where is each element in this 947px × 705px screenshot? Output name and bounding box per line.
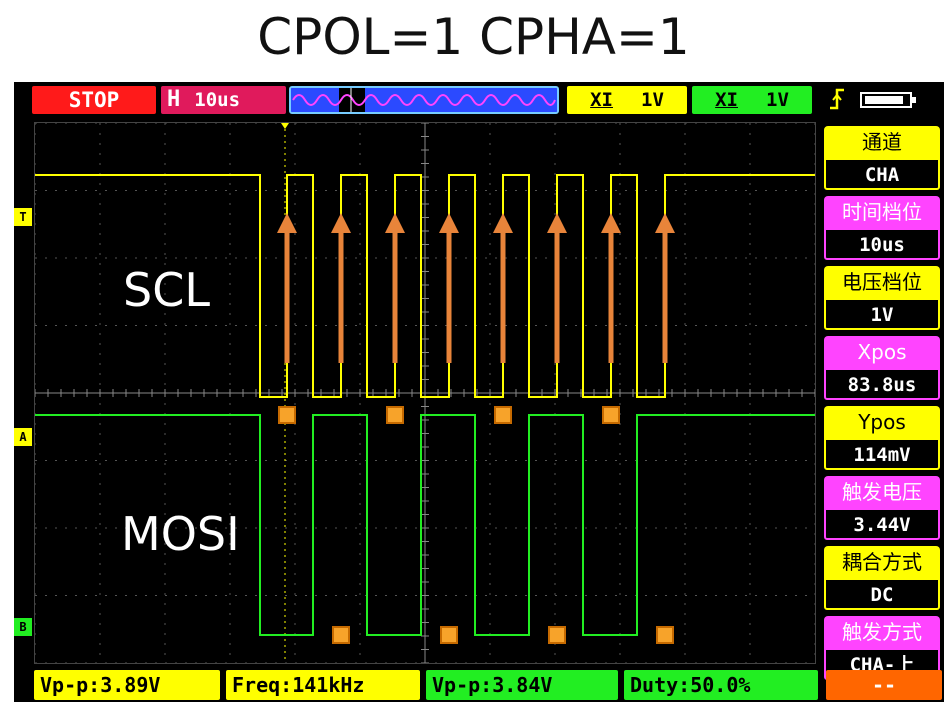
trigger-level-marker[interactable]: T: [14, 208, 32, 226]
timebase-value: 10us: [194, 89, 241, 111]
overview-wave-icon: [291, 88, 557, 112]
side-menu-value[interactable]: 1V: [824, 298, 940, 330]
ch2-vpp-readout: Vp-p:3.84V: [426, 670, 618, 700]
side-menu-label[interactable]: Ypos: [824, 406, 940, 438]
side-menu-value[interactable]: 83.8us: [824, 368, 940, 400]
ch1-scale-indicator[interactable]: XI 1V: [567, 86, 687, 114]
ch2-duty-readout: Duty:50.0%: [624, 670, 818, 700]
side-menu-label[interactable]: 触发方式: [824, 616, 940, 648]
ch1-ground-marker[interactable]: A: [14, 428, 32, 446]
sample-point-marker: [656, 626, 674, 644]
ch2-ground-marker[interactable]: B: [14, 618, 32, 636]
side-menu: 通道 CHA 时间档位 10us 电压档位 1V Xpos 83.8us Ypos 114mV 触发…: [824, 126, 940, 686]
waveform-plot: [34, 122, 816, 664]
extra-readout: --: [826, 670, 942, 700]
waveform-overview[interactable]: [289, 86, 559, 114]
ch2-volts: 1V: [766, 89, 789, 111]
ch1-coupling-label: XI: [590, 89, 613, 111]
side-menu-value[interactable]: DC: [824, 578, 940, 610]
side-menu-label[interactable]: 触发电压: [824, 476, 940, 508]
timebase-prefix: H: [167, 87, 181, 112]
side-menu-label[interactable]: 通道: [824, 126, 940, 158]
side-menu-value[interactable]: 114mV: [824, 438, 940, 470]
page-title: CPOL=1 CPHA=1: [257, 8, 690, 66]
side-menu-label[interactable]: Xpos: [824, 336, 940, 368]
sample-point-marker: [332, 626, 350, 644]
waveform-screen[interactable]: SCL MOSI: [34, 122, 816, 664]
sample-point-marker: [440, 626, 458, 644]
ch1-freq-readout: Freq:141kHz: [226, 670, 420, 700]
sample-point-marker: [494, 406, 512, 424]
top-status-bar: STOP H 10us XI 1V XI 1V: [14, 82, 944, 118]
side-menu-label[interactable]: 耦合方式: [824, 546, 940, 578]
oscilloscope-display: STOP H 10us XI 1V XI 1V: [14, 82, 944, 702]
mosi-label: MOSI: [121, 507, 240, 561]
trigger-rising-icon: [827, 86, 847, 114]
side-menu-label[interactable]: 时间档位: [824, 196, 940, 228]
sample-point-marker: [602, 406, 620, 424]
side-menu-value[interactable]: 10us: [824, 228, 940, 260]
ch1-volts: 1V: [641, 89, 664, 111]
sample-point-marker: [386, 406, 404, 424]
side-menu-label[interactable]: 电压档位: [824, 266, 940, 298]
ch2-scale-indicator[interactable]: XI 1V: [692, 86, 812, 114]
side-menu-value[interactable]: 3.44V: [824, 508, 940, 540]
scl-label: SCL: [123, 263, 210, 317]
run-state-button[interactable]: STOP: [32, 86, 156, 114]
battery-icon: [860, 92, 916, 108]
sample-point-marker: [548, 626, 566, 644]
ch2-coupling-label: XI: [715, 89, 738, 111]
side-menu-value[interactable]: CHA: [824, 158, 940, 190]
sample-point-marker: [278, 406, 296, 424]
measurement-bar: Vp-p:3.89V Freq:141kHz Vp-p:3.84V Duty:5…: [34, 670, 944, 700]
ch1-vpp-readout: Vp-p:3.89V: [34, 670, 220, 700]
timebase-indicator[interactable]: H 10us: [161, 86, 286, 114]
